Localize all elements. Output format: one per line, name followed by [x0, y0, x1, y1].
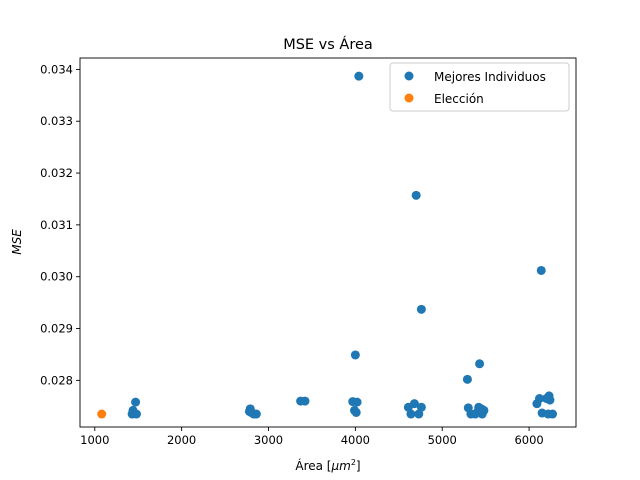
legend-box	[389, 62, 570, 112]
data-point-series-0-4	[131, 409, 141, 419]
y-tick-label-6: 0.034	[40, 62, 73, 76]
x-tick-label-5000: 5000	[428, 433, 457, 447]
data-point-series-0-16	[352, 397, 362, 407]
data-point-series-0-37	[536, 265, 546, 275]
data-point-series-0-20	[409, 399, 419, 409]
y-tick-label-5: 0.033	[40, 114, 73, 128]
data-point-series-0-9	[251, 409, 261, 419]
data-point-series-0-23	[416, 304, 426, 314]
data-point-series-0-43	[548, 409, 558, 419]
y-tick-label-1: 0.029	[40, 322, 73, 336]
x-tick-label-4000: 4000	[341, 433, 370, 447]
x-axis-label-text: Área [	[295, 458, 331, 473]
data-point-series-0-15	[351, 407, 361, 417]
data-point-series-0-14	[350, 350, 360, 360]
y-tick-label-0: 0.028	[40, 373, 73, 387]
data-point-series-0-36	[535, 394, 545, 403]
y-axis-ticks: 0.028 0.029 0.030 0.031 0.032 0.033 0.034	[40, 62, 80, 387]
legend-marker-mejores-individuos	[404, 71, 414, 81]
x-axis-label: Área [μm2]	[295, 458, 360, 473]
x-tick-label-3000: 3000	[254, 433, 283, 447]
y-tick-label-3: 0.031	[40, 218, 73, 232]
legend-label-mejores-individuos: Mejores Individuos	[434, 70, 546, 84]
x-tick-label-2000: 2000	[167, 433, 196, 447]
y-axis-label: MSE	[10, 229, 24, 255]
x-tick-label-6000: 6000	[514, 433, 543, 447]
data-point-series-0-21	[411, 190, 421, 200]
x-axis-label-unit: μm	[331, 459, 351, 473]
y-tick-label-2: 0.030	[40, 270, 73, 284]
data-point-series-0-11	[300, 396, 310, 406]
data-point-series-1-0	[97, 409, 107, 419]
data-point-series-0-31	[475, 359, 485, 369]
data-point-series-0-42	[545, 395, 555, 405]
legend-marker-eleccion	[404, 93, 414, 103]
x-axis-ticks: 1000 2000 3000 4000 5000 6000	[80, 427, 544, 447]
x-axis-label-exponent: 2	[351, 458, 356, 467]
x-tick-label-1000: 1000	[80, 433, 109, 447]
data-point-series-0-24	[416, 402, 426, 412]
data-point-series-0-19	[406, 409, 416, 419]
chart-title: MSE vs Área	[283, 36, 373, 53]
legend: Mejores Individuos Elección	[389, 62, 570, 112]
data-point-series-0-17	[354, 71, 364, 81]
data-point-series-0-3	[131, 397, 141, 407]
plot-area-frame	[79, 57, 577, 428]
legend-label-eleccion: Elección	[434, 92, 484, 106]
x-axis-label-close: ]	[356, 459, 361, 473]
data-point-series-0-34	[479, 405, 489, 415]
scatter-points	[97, 71, 558, 419]
data-point-series-0-25	[462, 374, 472, 384]
y-tick-label-4: 0.032	[40, 166, 73, 180]
